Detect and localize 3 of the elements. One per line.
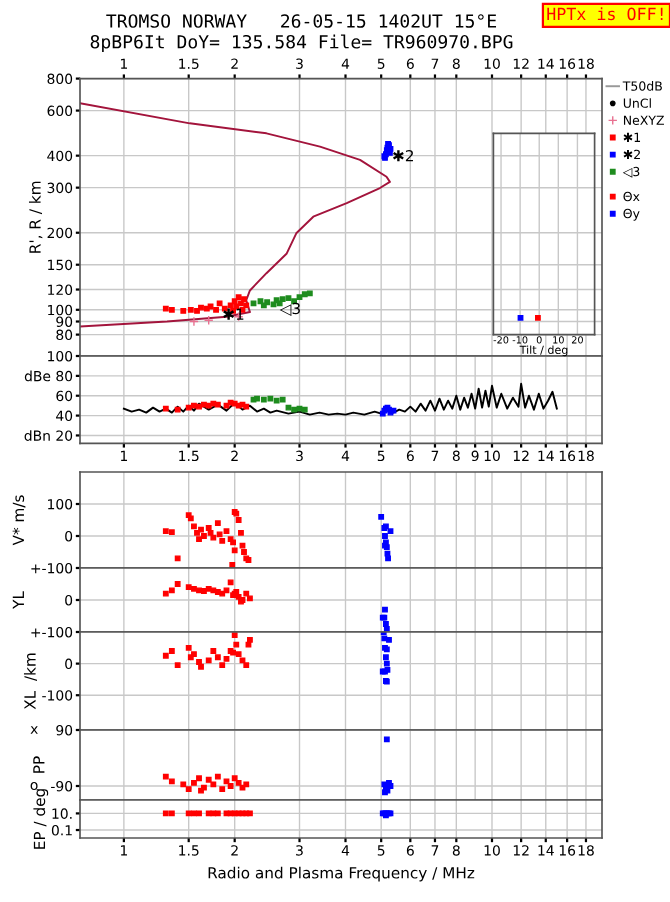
chart-title: TROMSO NORWAY 26-05-15 1402UT 15°E xyxy=(106,14,497,28)
chart-subtitle: 8pBP6It DoY= 135.584 File= TR960970.BPG xyxy=(90,34,513,53)
text: HPTx is OFF! xyxy=(547,7,663,21)
